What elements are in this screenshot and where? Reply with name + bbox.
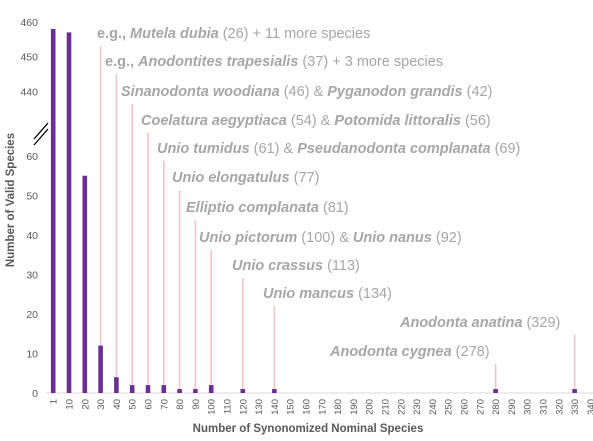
y-tick-label: 50 <box>26 191 38 203</box>
y-tick-label: 0 <box>32 388 38 400</box>
annotation-label: Unio crassus (113) <box>232 258 360 274</box>
x-tick-label: 10 <box>65 399 76 410</box>
annotation-label: Unio tumidus (61) & Pseudanodonta compla… <box>157 141 520 157</box>
bar <box>129 385 135 393</box>
x-tick-label: 90 <box>191 399 202 410</box>
bar <box>50 28 56 394</box>
x-tick-label: 210 <box>381 399 392 415</box>
bar <box>98 345 103 393</box>
bar <box>193 389 198 393</box>
annotation-label: Anodonta cygnea (278) <box>329 344 490 360</box>
bar <box>82 175 88 393</box>
x-tick-label: 120 <box>238 399 249 415</box>
bar <box>572 389 577 393</box>
y-tick-label: 20 <box>26 309 38 321</box>
x-tick-label: 20 <box>80 399 91 410</box>
annotation-label: Unio mancus (134) <box>263 286 392 302</box>
x-tick-label: 230 <box>412 399 423 415</box>
x-tick-label: 160 <box>302 399 313 415</box>
annotation-label: Unio pictorum (100) & Unio nanus (92) <box>199 230 462 246</box>
x-tick-label: 110 <box>223 399 234 414</box>
x-tick-label: 80 <box>175 399 186 410</box>
x-tick-label: 1 <box>49 399 60 404</box>
x-tick-label: 150 <box>286 399 297 415</box>
bar <box>114 377 119 393</box>
x-tick-label: 140 <box>270 399 281 415</box>
y-tick-label: 450 <box>20 52 38 64</box>
annotation-label: Unio elongatulus (77) <box>172 170 319 186</box>
y-tick-label: 40 <box>26 230 38 242</box>
x-tick-label: 280 <box>491 399 502 415</box>
x-tick-label: 270 <box>475 399 486 415</box>
x-tick-label: 190 <box>349 399 360 415</box>
annotation-label: Anodonta anatina (329) <box>399 315 560 331</box>
y-tick-label: 30 <box>26 270 38 282</box>
x-tick-label: 310 <box>539 399 550 415</box>
x-tick-label: 170 <box>317 399 328 415</box>
y-tick-label: 10 <box>26 349 38 361</box>
annotation-label: Coelatura aegyptiaca (54) & Potomida lit… <box>141 113 491 129</box>
y-tick-label: 60 <box>26 151 38 163</box>
x-tick-label: 70 <box>159 399 170 410</box>
x-tick-label: 180 <box>333 399 344 415</box>
annotations: e.g., Mutela dubia (26) + 11 more specie… <box>97 26 560 360</box>
x-axis-label: Number of Synonomized Nominal Species <box>193 423 424 435</box>
x-tick-label: 260 <box>460 399 471 415</box>
x-tick-label: 220 <box>396 399 407 415</box>
bar <box>208 385 214 393</box>
x-tick-label: 340 <box>586 399 593 415</box>
x-tick-label: 200 <box>365 399 376 415</box>
y-tick-label: 440 <box>20 86 38 98</box>
bars <box>50 28 577 394</box>
y-tick-label: 460 <box>20 17 38 29</box>
bar <box>177 389 182 393</box>
x-tick-label: 30 <box>96 399 107 410</box>
x-tick-label: 100 <box>207 399 218 415</box>
axis-break-mark <box>33 122 49 140</box>
bar <box>493 389 498 393</box>
bar <box>161 385 167 393</box>
x-tick-label: 50 <box>128 399 139 410</box>
x-tick-label: 250 <box>444 399 455 415</box>
x-tick-label: 290 <box>507 399 518 415</box>
axis-layer <box>33 122 593 394</box>
x-tick-label: 40 <box>112 399 123 410</box>
x-tick-label: 240 <box>428 399 439 415</box>
bar <box>272 389 277 393</box>
axis-break-mark <box>33 128 49 146</box>
x-tick-label: 300 <box>523 399 534 415</box>
x-tick-label: 130 <box>254 399 265 415</box>
annotation-leader-lines <box>99 46 576 390</box>
y-axis-label: Number of Valid Species <box>5 133 17 267</box>
x-tick-label: 320 <box>554 399 565 415</box>
x-tick-label: 330 <box>570 399 581 415</box>
annotation-label: Sinanodonta woodiana (46) & Pyganodon gr… <box>121 84 492 100</box>
annotation-label: e.g., Anodontites trapesialis (37) + 3 m… <box>105 54 443 70</box>
annotation-label: e.g., Mutela dubia (26) + 11 more specie… <box>97 26 370 42</box>
x-tick-label: 60 <box>144 399 155 410</box>
bar <box>240 389 246 393</box>
annotation-label: Elliptio complanata (81) <box>186 200 349 216</box>
bar <box>66 32 72 394</box>
bar <box>145 385 151 393</box>
